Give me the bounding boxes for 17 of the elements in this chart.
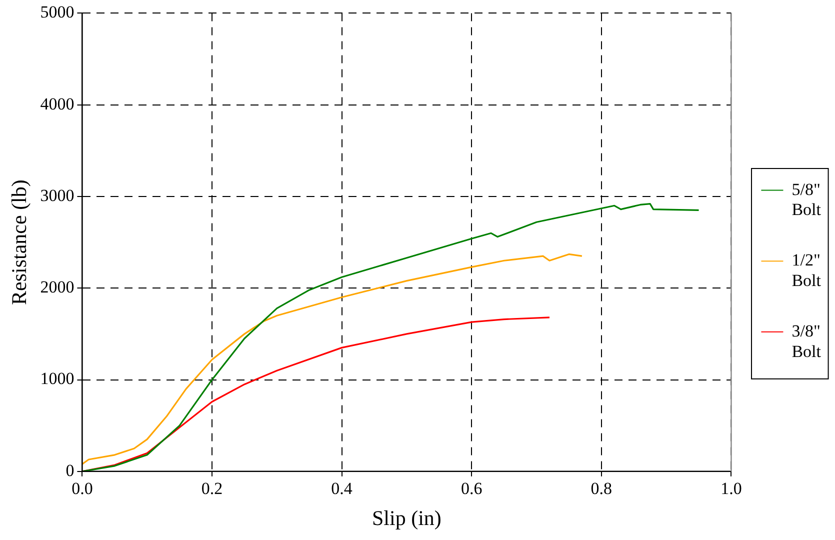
y-tick-label: 0 xyxy=(66,460,74,480)
x-tick-label: 0.0 xyxy=(72,479,93,498)
x-tick-label: 1.0 xyxy=(720,479,742,498)
y-tick-label: 5000 xyxy=(40,2,74,22)
y-axis-title: Resistance (lb) xyxy=(7,180,32,305)
y-tick-label: 4000 xyxy=(40,94,74,114)
legend-label: 5/8" Bolt xyxy=(792,180,822,220)
x-tick-label: 0.2 xyxy=(201,479,223,498)
y-tick-label: 1000 xyxy=(40,369,74,388)
y-tick-label: 3000 xyxy=(40,186,74,205)
y-tick-label: 2000 xyxy=(40,278,74,297)
x-tick-label: 0.6 xyxy=(460,479,482,498)
legend-label: 1/2" Bolt xyxy=(792,250,822,290)
x-axis-title: Slip (in) xyxy=(372,506,442,530)
x-tick-label: 0.8 xyxy=(590,479,612,498)
legend-label: 3/8" Bolt xyxy=(792,321,822,361)
x-tick-label: 0.4 xyxy=(331,479,353,498)
